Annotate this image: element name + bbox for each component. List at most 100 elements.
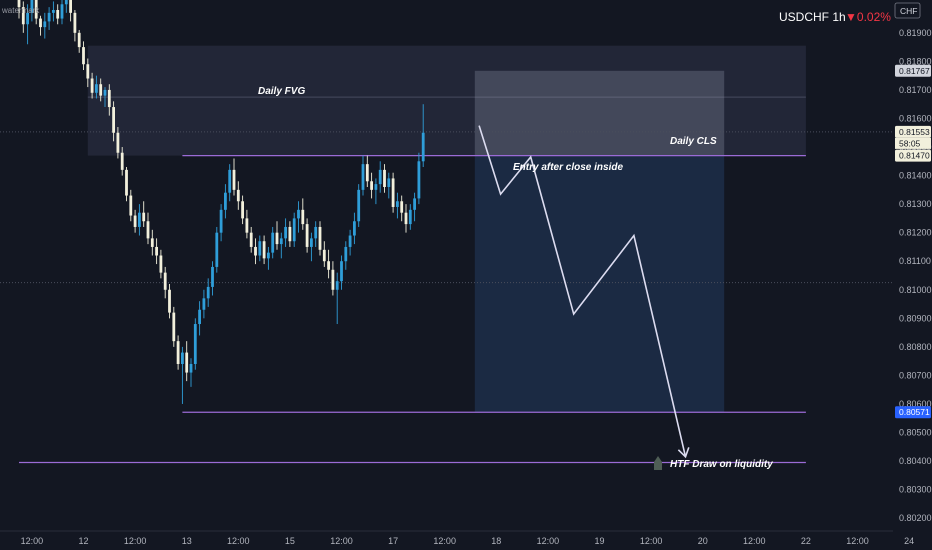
x-tick-label-14: 12:00	[743, 536, 766, 546]
annotation-daily-fvg: Daily FVG	[258, 86, 305, 97]
candle-body-7	[47, 12, 51, 22]
candle-body-43	[202, 298, 206, 310]
candle-body-75	[340, 261, 343, 282]
candle-body-45	[211, 266, 214, 287]
x-tick-label-15: 22	[801, 536, 811, 546]
y-tick-label-6: 0.81300	[899, 199, 932, 209]
price-tag-line-box	[895, 149, 931, 162]
currency-badge-label: CHF	[900, 6, 917, 16]
candle-body-39	[185, 352, 189, 373]
candle-body-66	[301, 209, 305, 225]
candle-body-20	[103, 89, 107, 96]
dotted-levels-layer	[0, 131, 893, 284]
projected-path-layer	[478, 125, 690, 459]
candle-body-50	[232, 169, 236, 190]
x-tick-label-12: 12:00	[640, 536, 663, 546]
short-reward-zone	[474, 155, 725, 413]
candle-body-16	[86, 64, 90, 79]
candle-body-11	[64, 0, 68, 5]
symbol-header: USDCHF 1h ▼0.02%	[779, 10, 891, 24]
y-tick-label-17: 0.80200	[899, 513, 932, 523]
candle-body-29	[142, 212, 146, 222]
x-tick-label-16: 12:00	[846, 536, 869, 546]
candle-body-60	[275, 232, 279, 245]
candle-body-63	[288, 226, 292, 242]
y-tick-label-8: 0.81100	[899, 256, 931, 266]
candle-body-65	[297, 209, 300, 219]
candle-body-48	[224, 192, 227, 210]
candle-body-67	[305, 224, 309, 247]
candle-body-58	[267, 252, 270, 259]
candle-body-74	[335, 281, 339, 290]
candle-body-25	[125, 169, 128, 196]
y-axis[interactable]: 0.819000.818000.817000.816000.815000.814…	[893, 0, 932, 531]
x-tick-label-6: 12:00	[330, 536, 353, 546]
candle-body-12	[69, 0, 72, 13]
candle-body-33	[159, 255, 163, 273]
candle-body-3	[30, 0, 34, 13]
candle-body-0	[17, 0, 21, 8]
candle-body-61	[279, 238, 283, 245]
candle-body-34	[163, 272, 167, 290]
candle-body-57	[262, 241, 266, 259]
candle-body-42	[198, 309, 201, 325]
price-tag-line-label: 0.81470	[899, 151, 930, 161]
candle-body-21	[107, 89, 111, 108]
level-lines-layer	[19, 154, 806, 464]
candle-body-4	[34, 0, 38, 19]
candle-body-79	[357, 189, 361, 222]
annotation-htf: HTF Draw on liquidity	[670, 459, 773, 470]
y-axis-background	[893, 0, 932, 531]
currency-badge[interactable]: CHF	[894, 2, 921, 19]
y-tick-label-14: 0.80500	[899, 428, 932, 438]
candle-body-71	[322, 249, 326, 262]
y-tick-label-7: 0.81200	[899, 228, 932, 238]
price-tag-current-label: 0.81553	[899, 127, 930, 137]
candle-body-17	[90, 78, 94, 93]
candles-layer	[17, 0, 425, 404]
change-label: ▼0.02%	[845, 10, 891, 24]
candle-body-24	[120, 152, 124, 170]
y-tick-label-15: 0.80400	[899, 456, 932, 466]
y-tick-label-13: 0.80600	[899, 399, 932, 409]
candle-body-56	[258, 241, 262, 256]
candle-body-35	[168, 289, 171, 313]
x-tick-label-13: 20	[698, 536, 708, 546]
candle-body-30	[146, 221, 150, 239]
candle-body-91	[408, 209, 412, 225]
candle-body-13	[73, 12, 77, 33]
candle-body-38	[181, 352, 184, 364]
short-risk-zone	[474, 70, 725, 156]
candle-body-51	[236, 189, 240, 202]
candle-body-15	[82, 47, 85, 65]
up-arrow-icon	[654, 456, 662, 462]
candle-body-37	[176, 341, 180, 364]
zones-layer	[87, 45, 806, 413]
x-tick-label-0: 12:00	[21, 536, 44, 546]
x-tick-label-17: 24	[904, 536, 914, 546]
candle-body-8	[52, 9, 55, 13]
candle-body-36	[172, 312, 176, 342]
candle-body-47	[219, 209, 223, 233]
candle-body-62	[284, 226, 287, 239]
candle-body-5	[39, 18, 42, 28]
candle-body-77	[348, 235, 352, 247]
candle-body-69	[314, 226, 318, 239]
projected-path-arrowhead	[677, 447, 690, 459]
candle-body-87	[391, 178, 395, 207]
y-tick-label-2: 0.81700	[899, 85, 932, 95]
y-tick-label-10: 0.80900	[899, 313, 932, 323]
candle-body-18	[95, 84, 98, 93]
candle-body-53	[245, 218, 249, 233]
candle-body-93	[417, 161, 421, 199]
annotation-daily-cls: Daily CLS	[670, 136, 717, 147]
price-tag-box-top-label: 0.81767	[899, 66, 930, 76]
candle-body-23	[116, 132, 120, 153]
candle-body-81	[365, 164, 369, 182]
candle-body-27	[133, 215, 137, 227]
candle-body-80	[361, 164, 365, 190]
x-axis[interactable]: 12:00 12 12:00 13 12:00 15 12:00 17 12:00 18 12:00…	[0, 530, 914, 546]
symbol-label: USDCHF 1h	[779, 10, 846, 24]
